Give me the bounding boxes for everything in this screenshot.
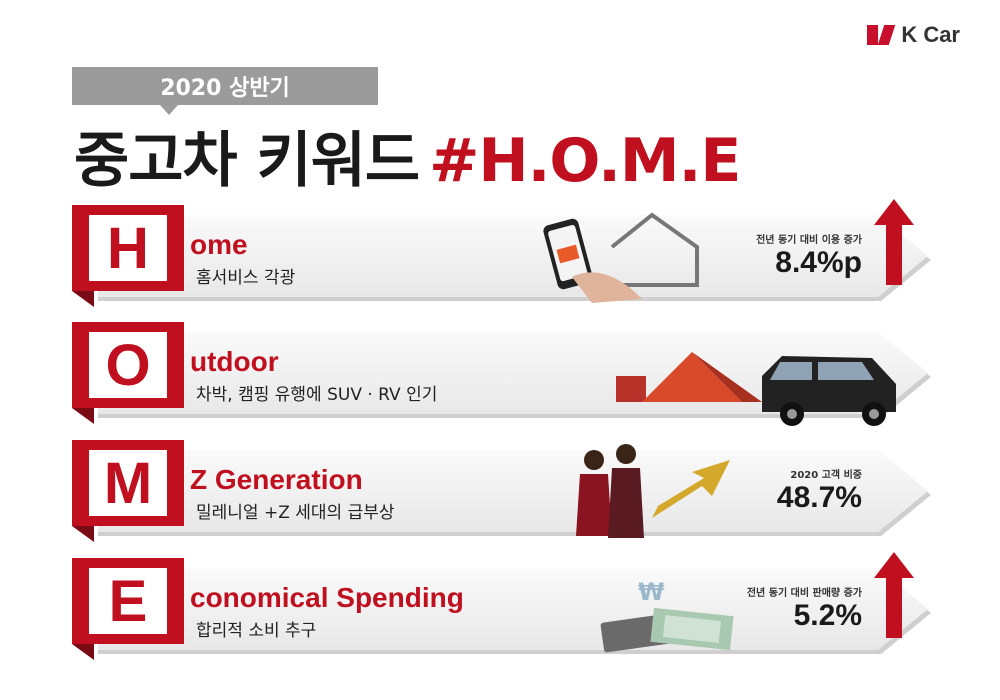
row-keyword: Z Generation (190, 464, 363, 495)
page-title: 중고차 키워드 #H.O.M.E (74, 112, 741, 199)
stat-value: 5.2% (793, 599, 862, 632)
row-keyword: utdoor (190, 346, 279, 377)
row-banner (98, 450, 928, 532)
stat-caption: 2020 고객 비중 (790, 470, 862, 481)
trend-up-arrow-icon (874, 199, 914, 285)
row-keyword: ome (190, 229, 248, 260)
period-badge: 2020 상반기 (72, 67, 378, 105)
row-stat: 전년 동기 대비 이용 증가 8.4%p (756, 231, 862, 280)
row-banner (98, 568, 928, 650)
keyword-row-economical: E conomical Spending 합리적 소비 추구 ₩ 전년 동기 대… (72, 552, 931, 660)
stat-value: 8.4%p (775, 246, 862, 279)
row-subtitle: 차박, 캠핑 유행에 SUV · RV 인기 (196, 385, 438, 405)
people-growth-icon (576, 444, 730, 538)
letter-box: M (72, 440, 184, 526)
row-letter: H (89, 215, 167, 281)
keyword-row-outdoor: O utdoor 차박, 캠핑 유행에 SUV · RV 인기 (72, 322, 931, 426)
stat-caption: 전년 동기 대비 판매량 증가 (746, 588, 862, 599)
phone-house-icon (543, 212, 699, 303)
title-prefix: 중고차 키워드 (74, 126, 420, 196)
row-stat: 전년 동기 대비 판매량 증가 5.2% (747, 584, 862, 633)
money-calculator-icon: ₩ (600, 578, 734, 653)
kcar-logo-icon (867, 25, 896, 45)
letter-box: H (72, 205, 184, 291)
letter-box: O (72, 322, 184, 408)
title-keyword: #H.O.M.E (429, 126, 741, 196)
stat-value: 48.7% (776, 481, 862, 514)
trend-up-arrow-icon (874, 552, 914, 638)
row-subtitle: 합리적 소비 추구 (196, 621, 317, 641)
row-stat: 2020 고객 비중 48.7% (777, 466, 862, 515)
row-letter: E (89, 568, 167, 634)
row-banner (98, 215, 928, 297)
brand-logo: K Car (867, 22, 960, 48)
keyword-row-mz: M Z Generation 밀레니얼 +Z 세대의 급부상 2020 고객 비… (72, 440, 931, 542)
tent-car-icon (616, 352, 896, 426)
row-keyword: conomical Spending (190, 582, 464, 613)
row-subtitle: 홈서비스 각광 (196, 268, 296, 288)
row-letter: O (89, 332, 167, 398)
row-subtitle: 밀레니얼 +Z 세대의 급부상 (196, 503, 395, 523)
brand-name: K Car (901, 22, 960, 47)
badge-pointer (160, 105, 178, 115)
svg-text:₩: ₩ (638, 578, 665, 606)
letter-box: E (72, 558, 184, 644)
keyword-row-home: H ome 홈서비스 각광 전년 동기 대비 이용 증가 8.4%p (72, 199, 931, 307)
row-letter: M (89, 450, 167, 516)
stat-caption: 전년 동기 대비 이용 증가 (756, 235, 862, 246)
